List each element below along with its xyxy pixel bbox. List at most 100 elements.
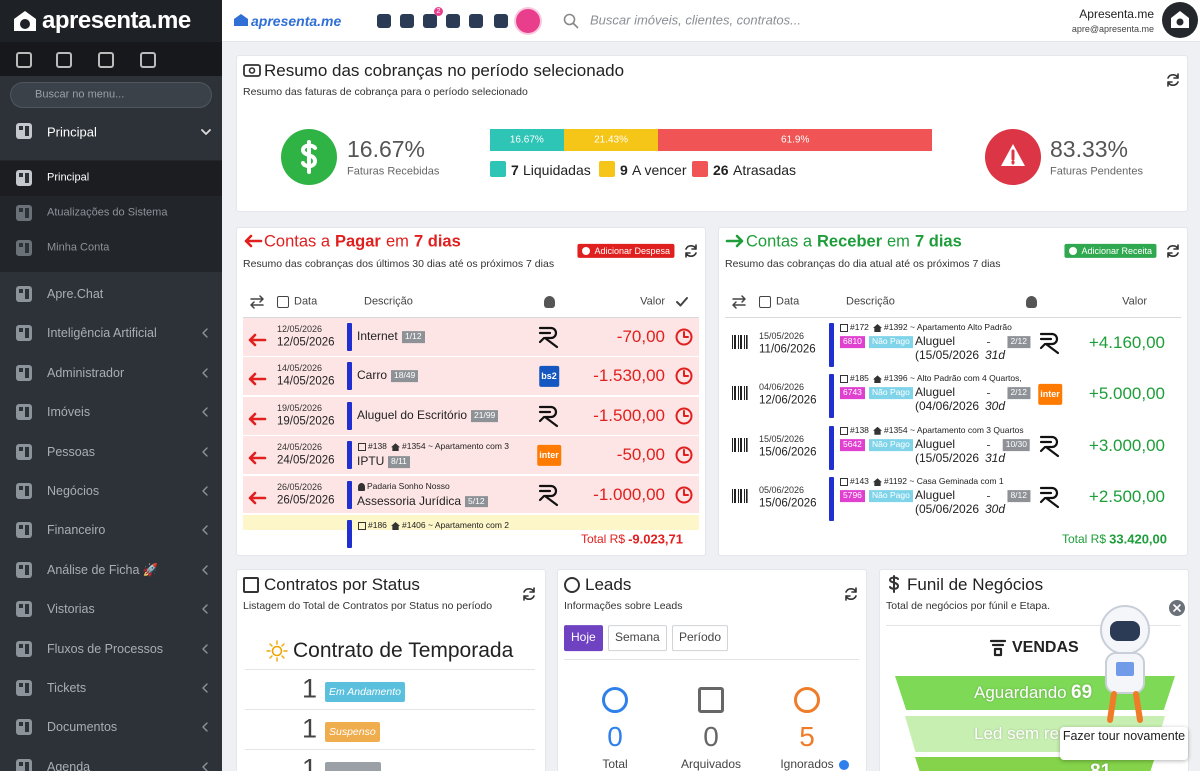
barcode-icon-part: [732, 386, 733, 401]
swap-icon: [732, 295, 746, 309]
top-logo-part: [234, 14, 248, 26]
menu-item[interactable]: Pessoas: [47, 444, 95, 459]
sun-icon-part: [266, 640, 288, 662]
barcode-icon: [732, 386, 748, 401]
menu-item[interactable]: Agenda: [47, 759, 91, 771]
period-tab[interactable]: Hoje: [564, 625, 603, 651]
stat-value: 0: [607, 720, 623, 752]
refresh-button[interactable]: [522, 587, 536, 601]
period-tab[interactable]: Semana: [608, 625, 667, 651]
tool-button[interactable]: [16, 52, 32, 68]
menu-icon-part: [25, 683, 29, 693]
avatar-logo-part: [1176, 18, 1184, 26]
menu-search[interactable]: [10, 82, 212, 108]
refresh-button[interactable]: [844, 587, 858, 601]
chevron: [202, 643, 208, 654]
top-shortcut[interactable]: [377, 14, 391, 28]
barcode-icon-part: [738, 335, 739, 349]
add-button[interactable]: Adicionar Receita: [1064, 243, 1156, 259]
menu-item[interactable]: Fluxos de Processos: [47, 641, 164, 656]
status-bar: [347, 520, 352, 548]
menu-item[interactable]: Documentos: [47, 720, 118, 735]
barcode-icon-part: [744, 437, 745, 452]
menu-icon-part: [19, 486, 23, 490]
menu-item[interactable]: Análise de Ficha 🚀: [47, 562, 159, 577]
due-date: 12/05/2026: [277, 336, 335, 349]
table-row: [725, 318, 1181, 368]
submenu-item[interactable]: Atualizações do Sistema: [47, 206, 168, 219]
menu-icon-part: [16, 123, 32, 139]
add-button[interactable]: Adicionar Despesa: [577, 243, 674, 259]
global-search[interactable]: Buscar imóveis, clientes, contratos...: [590, 12, 801, 28]
funnel-dollar: [889, 575, 899, 593]
menu-item[interactable]: Imóveis: [47, 405, 91, 419]
table-row: [243, 436, 699, 475]
tool-button[interactable]: [140, 52, 156, 68]
stat-value: 0: [703, 720, 719, 752]
top-ai-button[interactable]: [516, 9, 540, 33]
menu-item[interactable]: Apre.Chat: [47, 286, 104, 301]
refresh-button[interactable]: [684, 244, 698, 258]
top-shortcut[interactable]: [494, 14, 508, 28]
menu-icon-part: [25, 564, 29, 575]
submenu-item[interactable]: Principal: [47, 171, 90, 184]
chevron: [202, 407, 208, 417]
menu-icon-part: [19, 683, 23, 687]
menu-icon-part: [16, 205, 32, 221]
created-date: 24/05/2026: [277, 442, 323, 453]
property-ref: #1192 ~ Casa Geminada com 1: [884, 476, 1004, 487]
menu-icon-part: [19, 126, 23, 130]
header-divider: [725, 317, 1181, 318]
menu-item[interactable]: Tickets: [47, 680, 87, 695]
tool-button[interactable]: [98, 52, 114, 68]
created-date: 19/05/2026: [277, 402, 323, 413]
contract-count: 1: [301, 673, 317, 704]
menu-item[interactable]: Vistorias: [47, 602, 95, 616]
top-shortcut[interactable]: [446, 14, 460, 28]
dollar-icon: [301, 140, 317, 174]
card-subtitle: Informações sobre Leads: [564, 599, 683, 612]
menu-item[interactable]: Administrador: [47, 365, 125, 380]
due-date: 15/06/2026: [759, 497, 817, 510]
card-title: Leads: [585, 575, 632, 595]
menu-item[interactable]: Negócios: [47, 483, 100, 498]
tour-mascot: [1100, 605, 1150, 723]
clock-icon-part: [683, 331, 689, 338]
menu-icon-part: [25, 446, 29, 457]
description: Assessoria Jurídica: [357, 493, 462, 508]
top-shortcut[interactable]: [400, 14, 414, 28]
days-count: 30d: [985, 502, 1006, 517]
progress-segment: [563, 129, 659, 151]
top-shortcut[interactable]: [423, 14, 437, 28]
clock-icon-part: [683, 409, 689, 417]
refresh-button-part: [845, 587, 857, 601]
refresh-button[interactable]: [1166, 73, 1180, 87]
submenu-item[interactable]: Minha Conta: [47, 241, 110, 254]
menu-item[interactable]: Inteligência Artificial: [47, 326, 157, 341]
row-divider: [245, 709, 535, 710]
user-name: Apresenta.me: [1079, 7, 1154, 22]
legend-count: 9: [620, 161, 628, 178]
card: [236, 569, 546, 771]
created-date: 12/05/2026: [277, 323, 323, 334]
top-shortcut[interactable]: [469, 14, 483, 28]
menu-item[interactable]: Financeiro: [47, 523, 106, 538]
legend-label: Liquidadas: [523, 161, 591, 178]
top-badge-bg: [434, 7, 443, 16]
barcode-icon-part: [735, 386, 736, 401]
days-count: 30d: [985, 399, 1006, 414]
menu-icon: [16, 601, 32, 618]
menu-icon-part: [19, 525, 23, 530]
tool-button[interactable]: [56, 52, 72, 68]
status-bar: [347, 323, 352, 351]
column-header: Data: [294, 295, 318, 308]
total-label: Total R$: [1061, 532, 1106, 547]
period-tab[interactable]: Período: [672, 625, 729, 651]
pending-percent: 83.33%: [1050, 135, 1129, 162]
bank-header-icon: [1026, 296, 1037, 308]
chevron-part: [202, 722, 208, 733]
menu-group[interactable]: [0, 114, 222, 152]
refresh-button[interactable]: [1166, 244, 1180, 258]
tour-box[interactable]: Fazer tour novamente: [1060, 727, 1188, 760]
